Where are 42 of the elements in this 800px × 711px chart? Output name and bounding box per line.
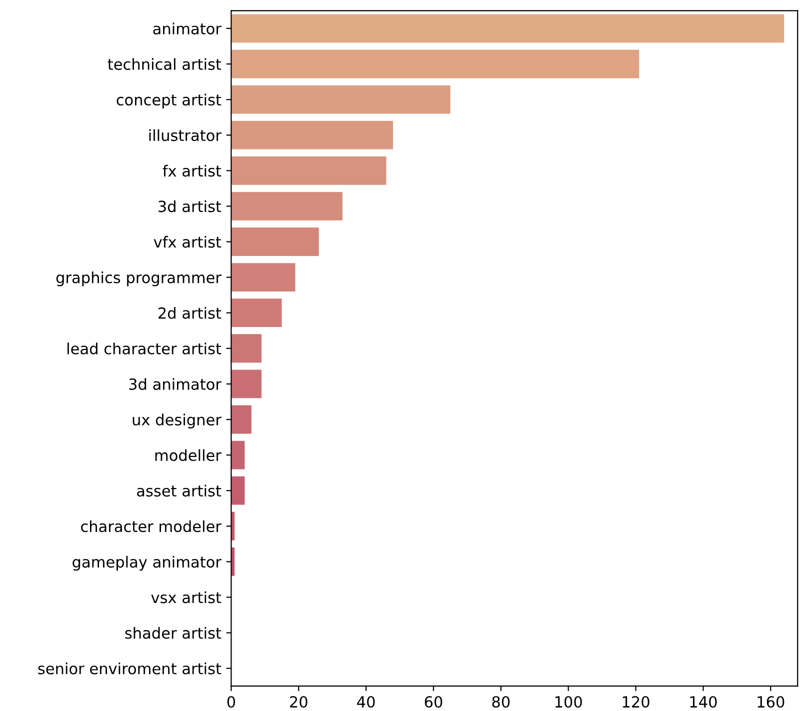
x-tick-label: 40 [357, 696, 375, 708]
y-tick-label: senior enviroment artist [38, 662, 222, 674]
y-tick-label: shader artist [125, 626, 222, 639]
x-tick-label: 20 [290, 696, 308, 708]
bar [231, 85, 450, 114]
y-tick-label: character modeler [81, 520, 222, 532]
x-tick-label: 140 [690, 696, 717, 708]
bar [231, 334, 262, 363]
bar [231, 14, 784, 43]
x-tick-label: 60 [424, 696, 442, 708]
y-tick-label: concept artist [116, 94, 222, 109]
bar [231, 476, 245, 505]
y-tick-label: 3d artist [158, 200, 222, 212]
bar [231, 156, 386, 185]
y-tick-label: modeller [155, 449, 222, 462]
bar [231, 370, 262, 398]
y-tick-label: lead character artist [68, 342, 222, 354]
bar [231, 228, 319, 256]
x-tick-label: 160 [758, 696, 784, 708]
x-tick-label: 0 [227, 696, 236, 708]
bar [231, 440, 245, 470]
y-tick-label: gameplay animator [72, 556, 222, 571]
y-tick-label: 3d animator [129, 378, 222, 390]
y-tick-label: vsx artist [151, 591, 222, 604]
y-tick-label: illustrator [149, 129, 222, 142]
x-tick-label: 100 [555, 696, 582, 708]
y-tick-label: fx artist [162, 164, 222, 177]
x-tick-label: 120 [622, 696, 650, 708]
x-tick-label: 80 [492, 696, 510, 708]
y-tick-label: 2d artist [158, 307, 222, 319]
bar [231, 192, 342, 220]
y-tick-label: asset artist [137, 484, 222, 497]
bar [231, 298, 282, 328]
y-tick-label: animator [153, 22, 222, 34]
y-tick-label: technical artist [108, 58, 222, 70]
bar [231, 120, 394, 150]
y-tick-label: ux designer [132, 414, 222, 428]
bar [231, 263, 296, 292]
bar [231, 405, 252, 434]
bar [231, 50, 640, 78]
y-tick-label: vfx artist [154, 236, 222, 248]
y-tick-label: graphics programmer [56, 271, 222, 286]
